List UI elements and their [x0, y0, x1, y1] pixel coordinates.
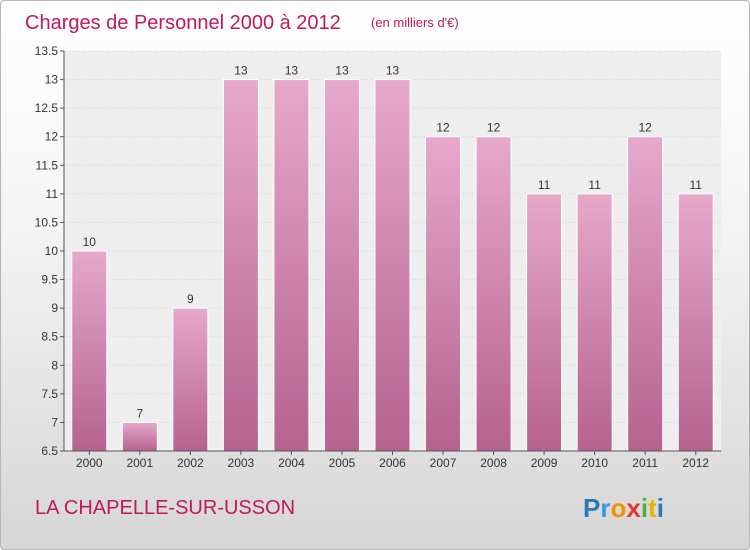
value-label-2008: 12 — [487, 121, 501, 135]
bar-2009 — [526, 193, 563, 452]
value-label-2003: 13 — [234, 64, 248, 78]
chart-unit-note: (en milliers d'€) — [371, 15, 459, 30]
x-axis: 2000 2001 2002 2003 2004 2005 2006 2007 2008 2009… — [64, 450, 721, 470]
value-label-2007: 12 — [436, 121, 450, 135]
value-labels: 10 7 9 13 13 13 13 12 12 11 11 12 11 — [83, 64, 703, 421]
x-tick-label-2002: 2002 — [177, 456, 204, 470]
y-tick-label: 6.5 — [41, 444, 58, 458]
y-tick-label: 10.5 — [35, 215, 59, 229]
chart-title: Charges de Personnel 2000 à 2012 — [25, 12, 341, 34]
y-tick-label: 8 — [51, 358, 58, 372]
bar-2002 — [172, 307, 209, 452]
x-tick-label-2004: 2004 — [278, 456, 305, 470]
y-tick-label: 13.5 — [35, 44, 59, 58]
x-tick-label-2003: 2003 — [228, 456, 255, 470]
x-tick-label-2001: 2001 — [126, 456, 153, 470]
y-tick-label: 9 — [51, 301, 58, 315]
x-tick-label-2009: 2009 — [531, 456, 558, 470]
y-tick-label: 12 — [45, 130, 59, 144]
logo-letter: P — [583, 493, 600, 523]
x-tick-label-2000: 2000 — [76, 456, 103, 470]
logo-letter: x — [626, 493, 641, 523]
bar-2006 — [374, 79, 411, 452]
commune-name: LA CHAPELLE-SUR-USSON — [35, 497, 295, 519]
x-tick-label-2010: 2010 — [581, 456, 608, 470]
value-label-2006: 13 — [386, 64, 400, 78]
logo-letter: o — [610, 493, 626, 523]
value-label-2001: 7 — [136, 406, 143, 420]
y-tick-label: 11.5 — [36, 158, 59, 172]
logo-letter: i — [657, 493, 664, 523]
bar-2000 — [71, 250, 108, 452]
y-axis: 6.5 7 7.5 8 8.5 9 9.5 10 10.5 11 11.5 12 12.5 13 13.5 — [35, 44, 65, 458]
logo-letter: r — [600, 493, 610, 523]
y-tick-label: 12.5 — [35, 101, 59, 115]
value-label-2002: 9 — [187, 292, 194, 306]
y-tick-label: 7.5 — [41, 387, 58, 401]
y-tick-label: 11 — [46, 187, 59, 201]
x-tick-label-2005: 2005 — [329, 456, 356, 470]
x-tick-label-2008: 2008 — [480, 456, 507, 470]
y-tick-label: 9.5 — [41, 273, 58, 287]
value-label-2000: 10 — [83, 235, 97, 249]
y-tick-label: 8.5 — [41, 330, 58, 344]
value-label-2005: 13 — [335, 64, 349, 78]
bar-2007 — [425, 136, 462, 452]
y-tick-label: 10 — [45, 244, 59, 258]
x-tick-label-2007: 2007 — [430, 456, 457, 470]
x-tick-label-2012: 2012 — [682, 456, 709, 470]
value-label-2010: 11 — [588, 178, 601, 192]
logo-letter: t — [648, 493, 657, 523]
logo-letter: i — [641, 493, 648, 523]
bar-2005 — [323, 79, 360, 452]
bars — [71, 79, 714, 452]
bar-2011 — [627, 136, 664, 452]
y-tick-label: 13 — [45, 73, 59, 87]
bar-2003 — [222, 79, 259, 452]
proxiti-logo: Proxiti — [583, 493, 664, 523]
y-tick-label: 7 — [51, 415, 58, 429]
value-label-2012: 11 — [689, 178, 702, 192]
bar-2008 — [475, 136, 512, 452]
value-label-2011: 12 — [639, 121, 653, 135]
x-tick-label-2006: 2006 — [379, 456, 406, 470]
bar-2004 — [273, 79, 310, 452]
bar-2010 — [576, 193, 613, 452]
value-label-2009: 11 — [538, 178, 551, 192]
x-tick-label-2011: 2011 — [632, 456, 658, 470]
bar-2012 — [677, 193, 714, 452]
bar-2001 — [121, 421, 158, 452]
value-label-2004: 13 — [285, 64, 299, 78]
